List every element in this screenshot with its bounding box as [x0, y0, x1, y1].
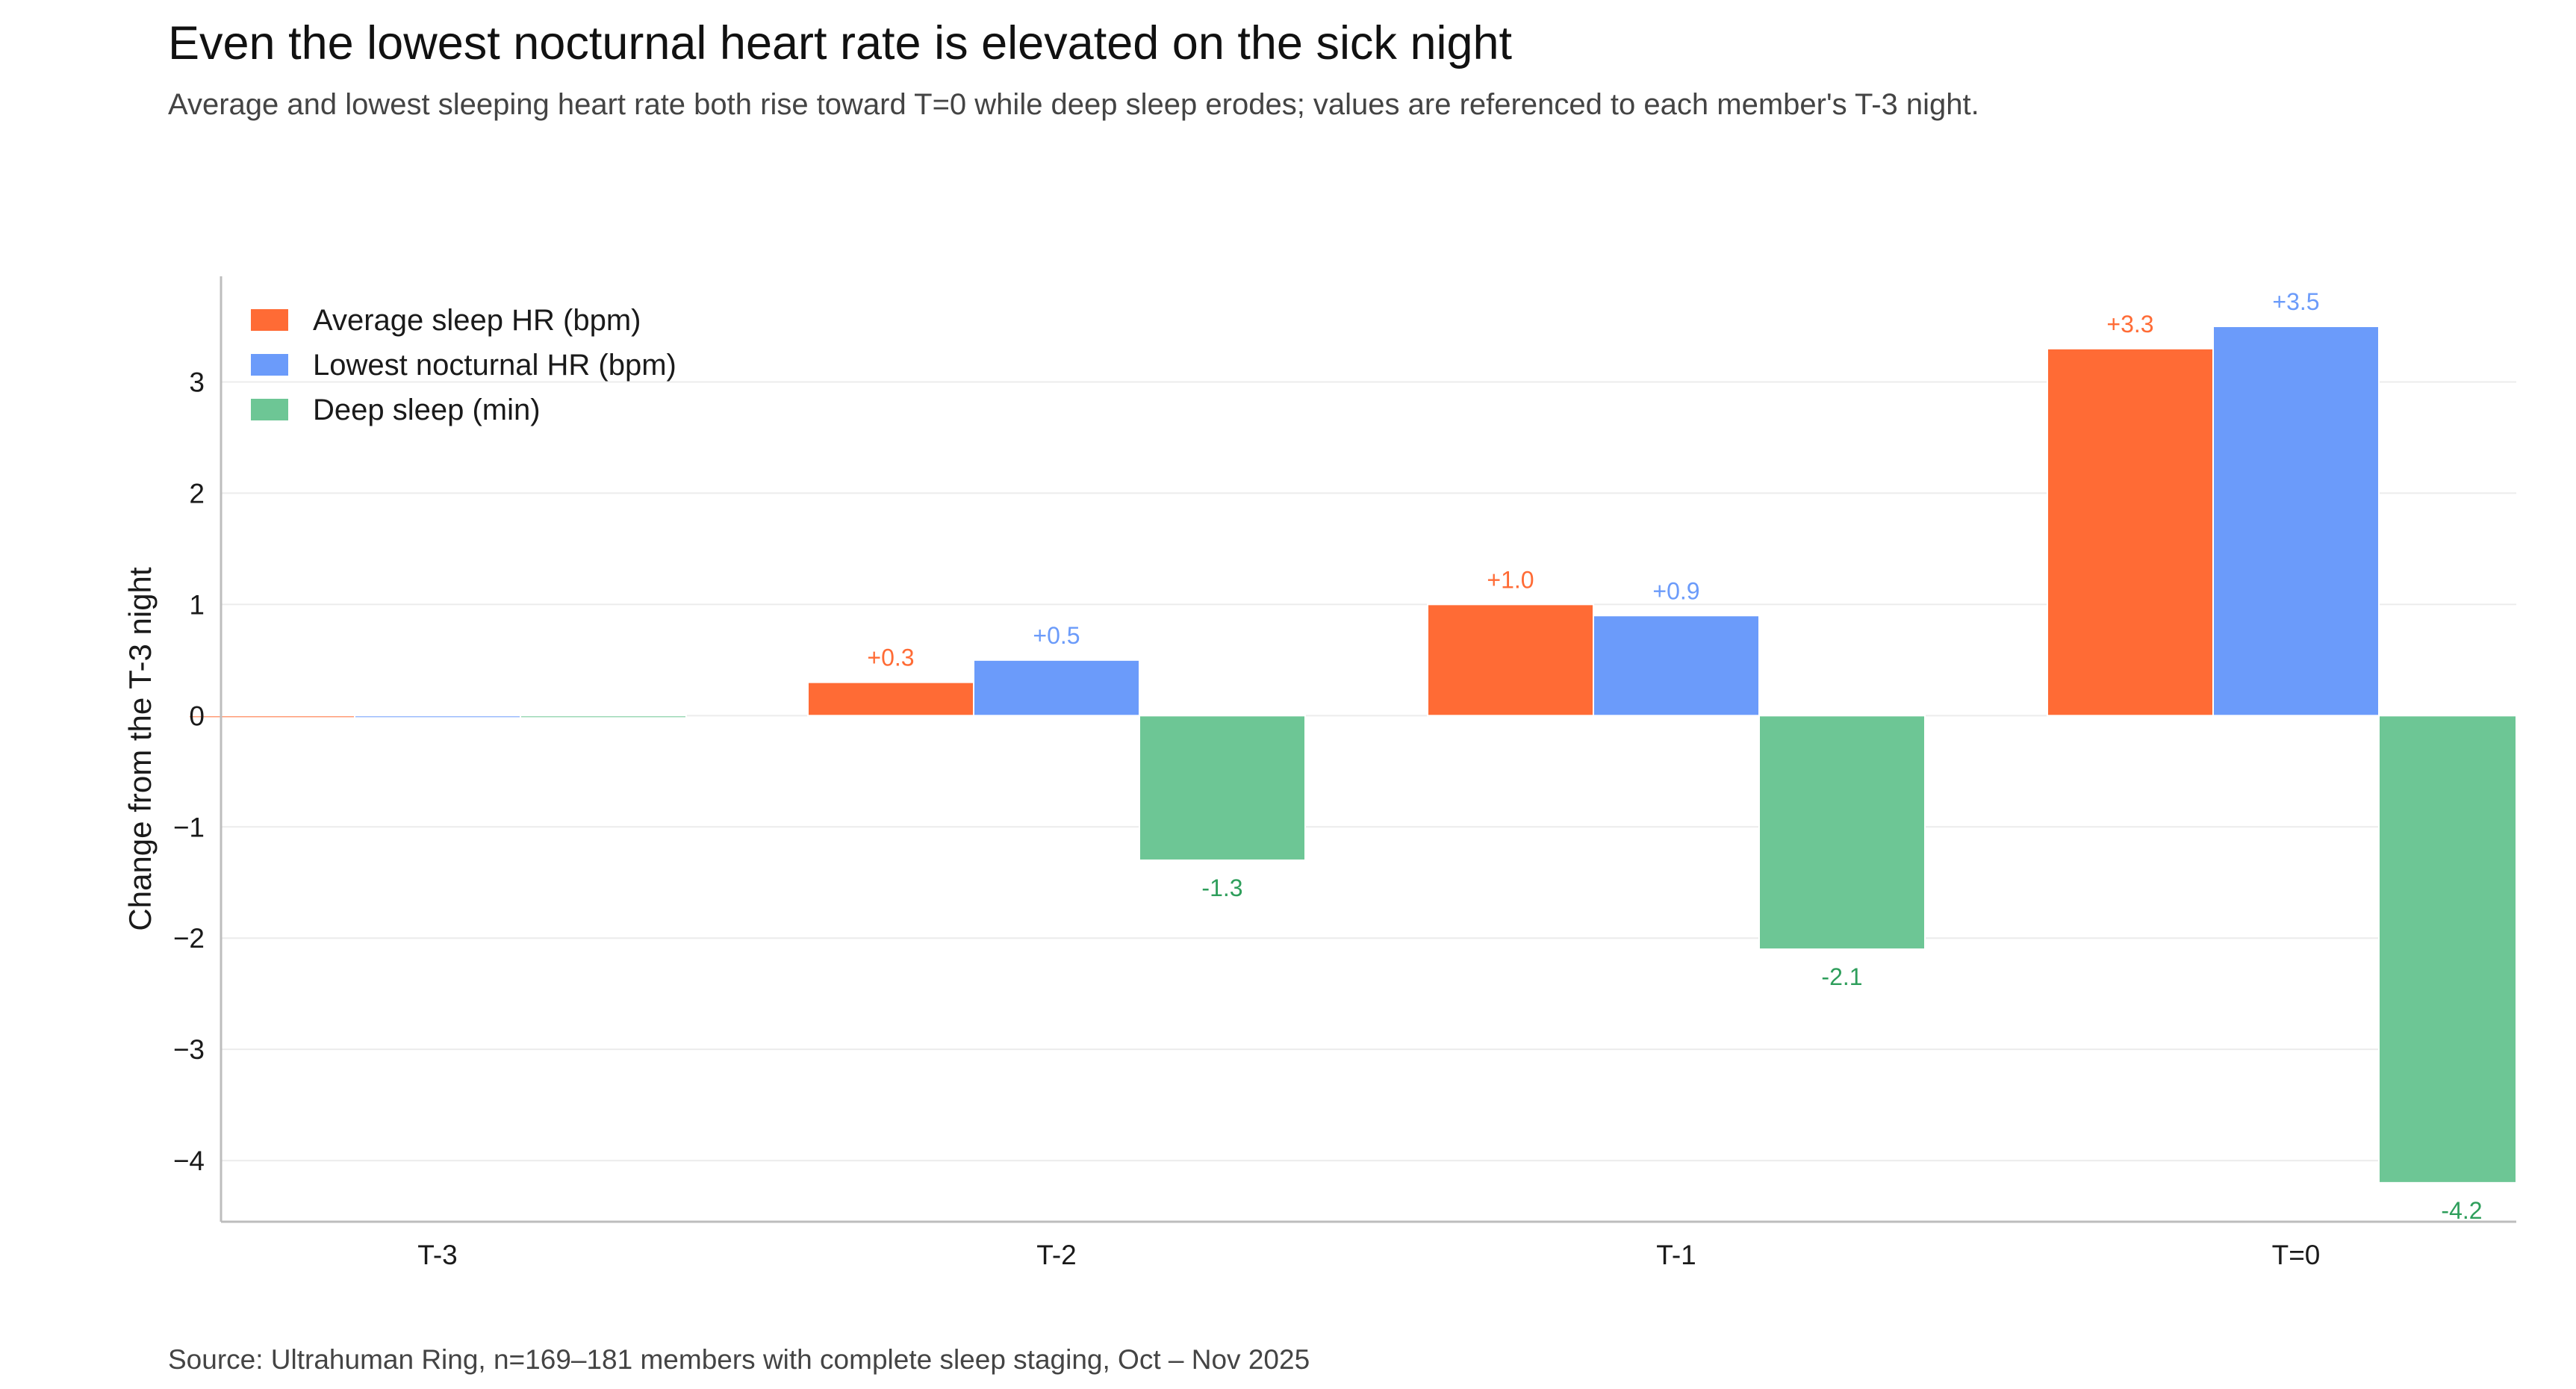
data-label: +1.0: [1487, 566, 1534, 593]
x-tick-label: T=0: [2272, 1240, 2321, 1270]
y-tick-label: 0: [189, 700, 205, 731]
bar: [1427, 603, 1594, 717]
data-label: -1.3: [1201, 874, 1242, 901]
legend-label: Lowest nocturnal HR (bpm): [313, 349, 676, 382]
data-labels: +0.3 +1.0 +3.3 +0.5 +0.9 +3.5 -1.3 -2.1 -4.2: [867, 288, 2482, 1224]
x-tick-label: T-2: [1036, 1240, 1076, 1270]
data-label: -4.2: [2441, 1197, 2482, 1224]
x-tick-label: T-1: [1656, 1240, 1696, 1270]
data-label: -2.1: [1821, 963, 1862, 990]
data-label: +0.3: [867, 644, 914, 671]
bar: [2378, 715, 2517, 1184]
bars: [188, 326, 2517, 1184]
y-axis-title: Change from the T-3 night: [122, 567, 158, 931]
legend-swatch: [251, 354, 288, 376]
data-label: +3.3: [2106, 311, 2153, 338]
legend-label: Average sleep HR (bpm): [313, 304, 641, 337]
y-tick-label: −3: [173, 1034, 205, 1065]
legend: Average sleep HR (bpm) Lowest nocturnal H…: [251, 304, 676, 426]
bar: [973, 659, 1140, 717]
bar: [807, 681, 974, 717]
y-tick-label: −4: [173, 1146, 205, 1176]
legend-swatch: [251, 399, 288, 420]
bar: [1139, 715, 1306, 861]
y-tick-label: −1: [173, 812, 205, 842]
legend-label: Deep sleep (min): [313, 394, 541, 426]
bar: [1593, 615, 1760, 717]
data-label: +0.5: [1033, 622, 1080, 649]
y-tick-label: −2: [173, 923, 205, 954]
bar: [520, 715, 687, 719]
axes: 3 2 1 0 −1 −2 −3 −4 T-3 T-2 T-1 T=0 Change from the …: [122, 276, 2516, 1270]
bar: [188, 715, 355, 719]
y-tick-label: 2: [189, 478, 205, 509]
bar: [2047, 347, 2214, 717]
data-label: +3.5: [2272, 288, 2319, 315]
bar: [2212, 326, 2380, 717]
bar: [354, 715, 521, 719]
data-label: +0.9: [1652, 577, 1699, 604]
y-tick-label: 3: [189, 367, 205, 397]
x-tick-label: T-3: [417, 1240, 457, 1270]
source-note: Source: Ultrahuman Ring, n=169–181 membe…: [168, 1344, 1310, 1375]
chart-title: Even the lowest nocturnal heart rate is …: [168, 17, 1513, 69]
chart-subtitle: Average and lowest sleeping heart rate b…: [168, 88, 1979, 121]
bar: [1758, 715, 1926, 951]
legend-swatch: [251, 309, 288, 331]
y-tick-label: 1: [189, 589, 205, 620]
